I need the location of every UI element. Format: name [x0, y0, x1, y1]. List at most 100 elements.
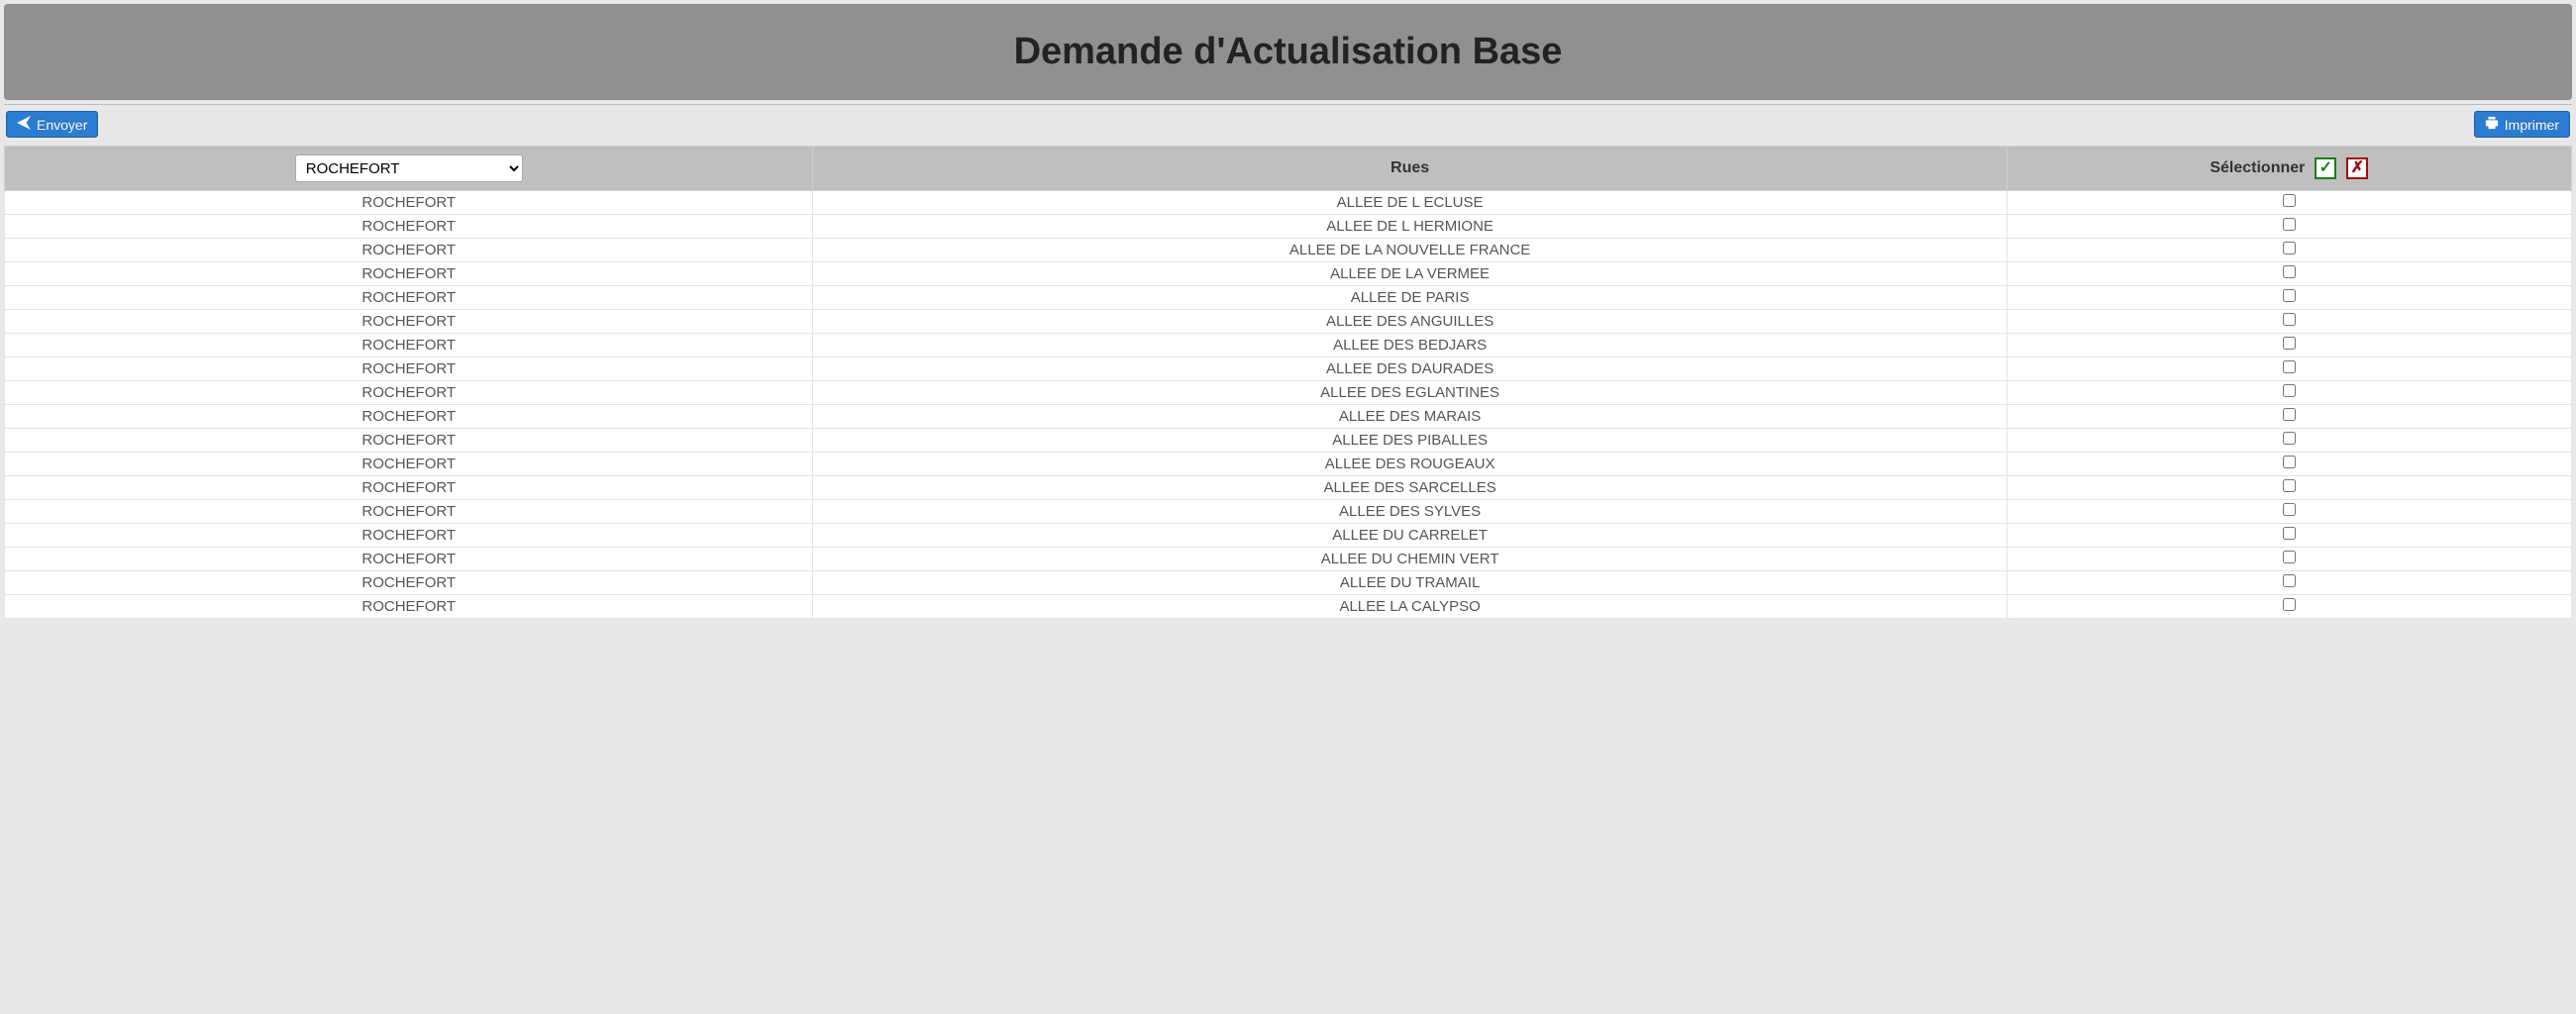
row-checkbox[interactable] [2283, 574, 2296, 587]
row-checkbox[interactable] [2283, 456, 2296, 468]
column-header-commune: ROCHEFORT [5, 147, 813, 191]
cell-commune: ROCHEFORT [5, 215, 813, 239]
cell-commune: ROCHEFORT [5, 357, 813, 381]
table-row: ROCHEFORTALLEE DE PARIS [5, 286, 2572, 310]
cell-select [2007, 310, 2571, 334]
cell-select [2007, 548, 2571, 571]
table-row: ROCHEFORTALLEE DE LA VERMEE [5, 262, 2572, 286]
select-header-label: Sélectionner [2210, 159, 2305, 177]
toolbar: Envoyer Imprimer [4, 104, 2572, 142]
send-icon [17, 116, 31, 133]
commune-select[interactable]: ROCHEFORT [295, 154, 523, 182]
deselect-all-icon[interactable]: ✗ [2346, 157, 2368, 179]
cell-rue: ALLEE DES SYLVES [813, 500, 2007, 524]
table-row: ROCHEFORTALLEE DES EGLANTINES [5, 381, 2572, 405]
print-icon [2485, 116, 2499, 133]
row-checkbox[interactable] [2283, 432, 2296, 445]
cell-rue: ALLEE DE LA VERMEE [813, 262, 2007, 286]
cell-select [2007, 524, 2571, 548]
cell-rue: ALLEE DE LA NOUVELLE FRANCE [813, 239, 2007, 262]
cell-commune: ROCHEFORT [5, 524, 813, 548]
row-checkbox[interactable] [2283, 527, 2296, 540]
row-checkbox[interactable] [2283, 384, 2296, 397]
table-row: ROCHEFORTALLEE DES ROUGEAUX [5, 453, 2572, 476]
cell-select [2007, 405, 2571, 429]
cell-rue: ALLEE DU CHEMIN VERT [813, 548, 2007, 571]
table-row: ROCHEFORTALLEE DES SARCELLES [5, 476, 2572, 500]
table-row: ROCHEFORTALLEE DU TRAMAIL [5, 571, 2572, 595]
cell-commune: ROCHEFORT [5, 500, 813, 524]
row-checkbox[interactable] [2283, 551, 2296, 563]
table-row: ROCHEFORTALLEE DES ANGUILLES [5, 310, 2572, 334]
column-header-rues: Rues [813, 147, 2007, 191]
table-row: ROCHEFORTALLEE DE L ECLUSE [5, 191, 2572, 215]
cell-rue: ALLEE DES ROUGEAUX [813, 453, 2007, 476]
row-checkbox[interactable] [2283, 479, 2296, 492]
column-header-select: Sélectionner ✓ ✗ [2007, 147, 2571, 191]
table-row: ROCHEFORTALLEE DES BEDJARS [5, 334, 2572, 357]
cell-commune: ROCHEFORT [5, 239, 813, 262]
cell-rue: ALLEE DE L HERMIONE [813, 215, 2007, 239]
cell-select [2007, 215, 2571, 239]
cell-commune: ROCHEFORT [5, 286, 813, 310]
table-row: ROCHEFORTALLEE DES PIBALLES [5, 429, 2572, 453]
cell-select [2007, 500, 2571, 524]
cell-commune: ROCHEFORT [5, 262, 813, 286]
row-checkbox[interactable] [2283, 598, 2296, 611]
cell-select [2007, 334, 2571, 357]
print-button-label: Imprimer [2505, 117, 2559, 133]
cell-commune: ROCHEFORT [5, 310, 813, 334]
row-checkbox[interactable] [2283, 337, 2296, 350]
send-button-label: Envoyer [37, 117, 87, 133]
row-checkbox[interactable] [2283, 360, 2296, 373]
cell-commune: ROCHEFORT [5, 548, 813, 571]
cell-select [2007, 286, 2571, 310]
row-checkbox[interactable] [2283, 218, 2296, 231]
cell-rue: ALLEE DES DAURADES [813, 357, 2007, 381]
page-title: Demande d'Actualisation Base [15, 31, 2561, 73]
cell-commune: ROCHEFORT [5, 334, 813, 357]
row-checkbox[interactable] [2283, 289, 2296, 302]
table-row: ROCHEFORTALLEE DE LA NOUVELLE FRANCE [5, 239, 2572, 262]
cell-rue: ALLEE DES EGLANTINES [813, 381, 2007, 405]
cell-select [2007, 429, 2571, 453]
cell-rue: ALLEE DES SARCELLES [813, 476, 2007, 500]
row-checkbox[interactable] [2283, 242, 2296, 254]
cell-commune: ROCHEFORT [5, 453, 813, 476]
cell-commune: ROCHEFORT [5, 429, 813, 453]
table-row: ROCHEFORTALLEE DES DAURADES [5, 357, 2572, 381]
cell-select [2007, 571, 2571, 595]
table-header-row: ROCHEFORT Rues Sélectionner ✓ ✗ [5, 147, 2572, 191]
table-row: ROCHEFORTALLEE DES MARAIS [5, 405, 2572, 429]
cell-select [2007, 453, 2571, 476]
print-button[interactable]: Imprimer [2474, 111, 2570, 138]
cell-select [2007, 191, 2571, 215]
row-checkbox[interactable] [2283, 194, 2296, 207]
cell-commune: ROCHEFORT [5, 595, 813, 619]
cell-select [2007, 595, 2571, 619]
row-checkbox[interactable] [2283, 503, 2296, 516]
streets-table-wrap: ROCHEFORT Rues Sélectionner ✓ ✗ ROCHEFOR… [4, 146, 2572, 619]
send-button[interactable]: Envoyer [6, 111, 98, 138]
cell-rue: ALLEE LA CALYPSO [813, 595, 2007, 619]
cell-commune: ROCHEFORT [5, 571, 813, 595]
cell-select [2007, 239, 2571, 262]
table-row: ROCHEFORTALLEE DU CARRELET [5, 524, 2572, 548]
table-row: ROCHEFORTALLEE DES SYLVES [5, 500, 2572, 524]
cell-commune: ROCHEFORT [5, 381, 813, 405]
streets-table: ROCHEFORT Rues Sélectionner ✓ ✗ ROCHEFOR… [4, 146, 2572, 619]
cell-select [2007, 262, 2571, 286]
cell-select [2007, 476, 2571, 500]
table-row: ROCHEFORTALLEE DE L HERMIONE [5, 215, 2572, 239]
cell-rue: ALLEE DES BEDJARS [813, 334, 2007, 357]
row-checkbox[interactable] [2283, 313, 2296, 326]
cell-commune: ROCHEFORT [5, 191, 813, 215]
cell-rue: ALLEE DE PARIS [813, 286, 2007, 310]
cell-select [2007, 381, 2571, 405]
row-checkbox[interactable] [2283, 408, 2296, 421]
row-checkbox[interactable] [2283, 265, 2296, 278]
cell-rue: ALLEE DES ANGUILLES [813, 310, 2007, 334]
cell-rue: ALLEE DE L ECLUSE [813, 191, 2007, 215]
select-all-icon[interactable]: ✓ [2315, 157, 2336, 179]
cell-select [2007, 357, 2571, 381]
